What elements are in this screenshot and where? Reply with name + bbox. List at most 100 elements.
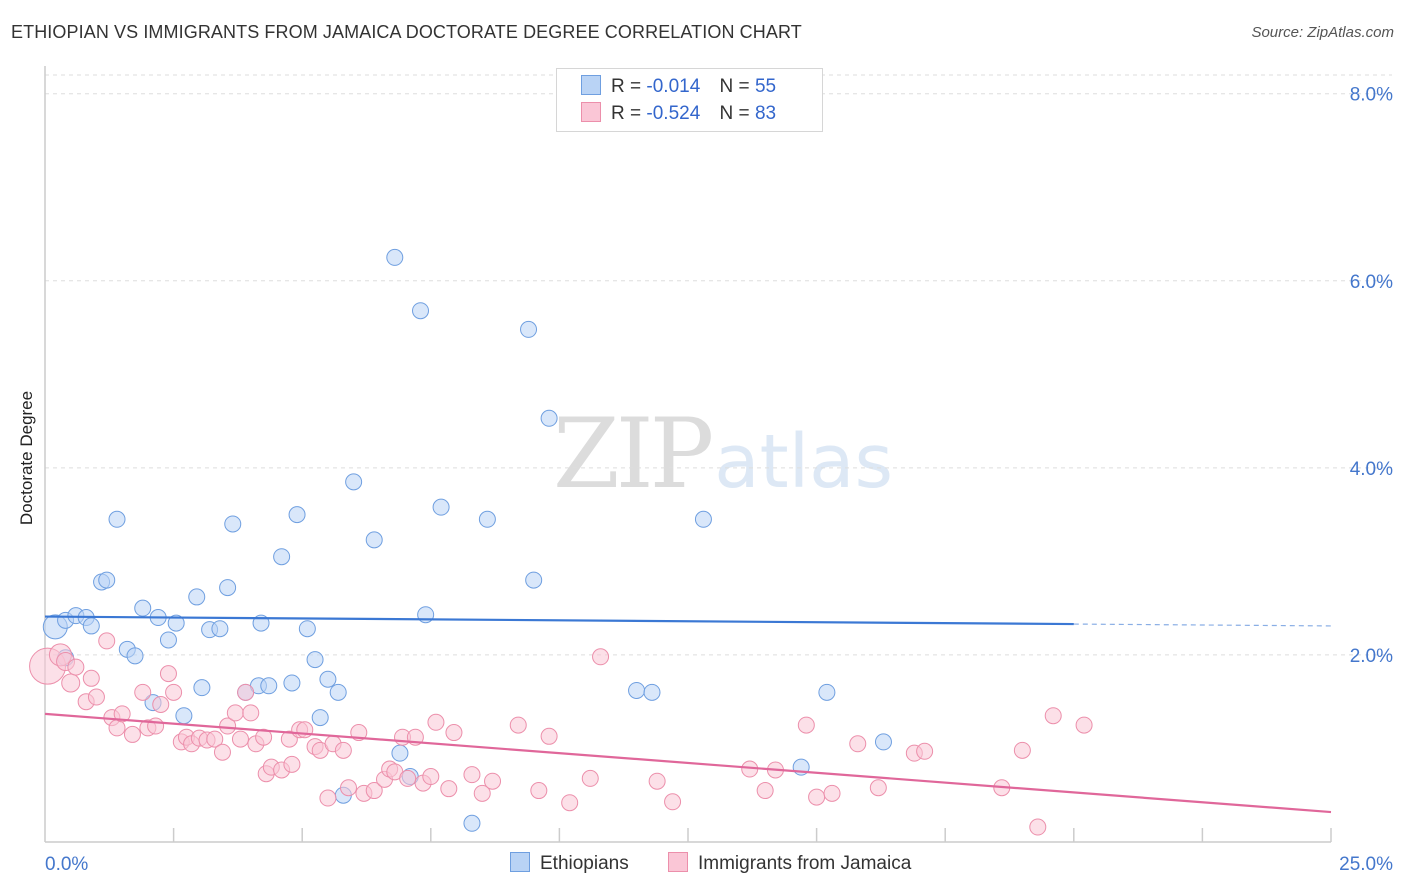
- jamaica-point: [869, 779, 887, 797]
- ethiopians-point: [628, 681, 646, 699]
- ethiopians-point: [82, 617, 100, 635]
- jamaica-point: [1029, 818, 1047, 836]
- grid-layer: [45, 74, 1392, 656]
- ethiopians-point: [520, 320, 538, 338]
- ethiopians-point: [306, 651, 324, 669]
- legend-swatch-ethiopians: [581, 75, 601, 95]
- jamaica-point: [219, 717, 237, 735]
- jamaica-point: [849, 735, 867, 753]
- jamaica-point: [445, 724, 463, 742]
- jamaica-point: [664, 793, 682, 811]
- y-tick-label: 6.0%: [1350, 272, 1393, 293]
- legend-n-value-jamaica: 83: [754, 103, 777, 124]
- ethiopians-point: [694, 510, 712, 528]
- jamaica-point: [165, 683, 183, 701]
- jamaica-point: [98, 632, 116, 650]
- jamaica-point: [61, 673, 81, 693]
- bottom-legend-swatch-jamaica: [668, 852, 688, 872]
- jamaica-point: [648, 772, 666, 790]
- x-tick-label-min: 0.0%: [45, 854, 88, 875]
- y-tick-label: 2.0%: [1350, 646, 1393, 667]
- ethiopians-point: [432, 498, 450, 516]
- jamaica-point: [226, 704, 244, 722]
- ethiopians-point: [288, 506, 306, 524]
- ethiopians-point: [167, 614, 185, 632]
- jamaica-point: [123, 725, 141, 743]
- ethiopians-point: [298, 620, 316, 638]
- jamaica-point: [339, 779, 357, 797]
- jamaica-point: [283, 755, 301, 773]
- ethiopians-point: [193, 679, 211, 697]
- source-label: Source: ZipAtlas.com: [1251, 24, 1394, 41]
- legend-r-value-ethiopians: -0.014: [646, 76, 701, 97]
- jamaica-point: [427, 713, 445, 731]
- ethiopians-point: [311, 709, 329, 727]
- jamaica-point: [365, 782, 383, 800]
- y-tick-label: 4.0%: [1350, 459, 1393, 480]
- ethiopians-point: [874, 733, 892, 751]
- jamaica-point: [581, 769, 599, 787]
- jamaica-point: [152, 696, 170, 714]
- legend-n-value-ethiopians: 55: [754, 76, 777, 97]
- ethiopians-trend-extension: [1073, 623, 1332, 627]
- ethiopians-point: [273, 548, 291, 566]
- chart-title: ETHIOPIAN VS IMMIGRANTS FROM JAMAICA DOC…: [11, 22, 802, 42]
- ethiopians-point: [329, 683, 347, 701]
- correlation-legend: R = -0.014 N = 55 R = -0.524 N = 83: [556, 68, 823, 132]
- jamaica-point: [296, 721, 314, 739]
- jamaica-point: [756, 782, 774, 800]
- ethiopians-point: [540, 409, 558, 427]
- ethiopians-point: [211, 620, 229, 638]
- bottom-legend-ethiopians: Ethiopians: [510, 852, 629, 875]
- ethiopians-point: [219, 579, 237, 597]
- jamaica-point: [797, 716, 815, 734]
- ethiopians-point: [391, 744, 409, 762]
- jamaica-point: [530, 782, 548, 800]
- jamaica-point: [440, 780, 458, 798]
- legend-r-label: R =: [611, 103, 642, 124]
- ethiopians-point: [365, 531, 383, 549]
- jamaica-point: [87, 688, 105, 706]
- ethiopians-point: [345, 473, 363, 491]
- legend-r-value-jamaica: -0.524: [646, 103, 701, 124]
- jamaica-point: [319, 789, 337, 807]
- jamaica-point: [147, 717, 165, 735]
- y-tick-label: 8.0%: [1350, 85, 1393, 106]
- jamaica-point: [473, 784, 491, 802]
- jamaica-point: [82, 669, 100, 687]
- jamaica-trend-line: [44, 712, 1332, 814]
- ethiopians-point: [818, 683, 836, 701]
- legend-r-label: R =: [611, 76, 642, 97]
- ethiopians-point: [134, 599, 152, 617]
- ethiopians-point: [98, 571, 116, 589]
- bottom-legend-jamaica: Immigrants from Jamaica: [668, 852, 911, 875]
- jamaica-point: [561, 794, 579, 812]
- jamaica-point: [159, 665, 177, 683]
- jamaica-point: [134, 683, 152, 701]
- bottom-legend-label-jamaica: Immigrants from Jamaica: [698, 853, 912, 874]
- ethiopians-point: [260, 677, 278, 695]
- legend-n-label: N =: [719, 76, 750, 97]
- ethiopians-point: [126, 647, 144, 665]
- jamaica-point: [67, 658, 85, 676]
- jamaica-point: [484, 772, 502, 790]
- jamaica-point: [916, 742, 934, 760]
- watermark-atlas: atlas: [714, 419, 894, 505]
- jamaica-point: [334, 741, 352, 759]
- jamaica-point: [231, 730, 249, 748]
- ethiopians-point: [525, 571, 543, 589]
- jamaica-point: [1075, 716, 1093, 734]
- watermark-zip: ZIP: [553, 398, 714, 510]
- jamaica-point: [113, 705, 131, 723]
- jamaica-point: [399, 769, 417, 787]
- jamaica-point: [1013, 741, 1031, 759]
- legend-row-jamaica: R = -0.524 N = 83: [581, 102, 776, 126]
- ethiopians-point: [319, 670, 337, 688]
- jamaica-point: [255, 728, 273, 746]
- jamaica-point: [509, 716, 527, 734]
- jamaica-point: [237, 683, 255, 701]
- ethiopians-point: [188, 588, 206, 606]
- bottom-legend-swatch-ethiopians: [510, 852, 530, 872]
- jamaica-point: [422, 768, 440, 786]
